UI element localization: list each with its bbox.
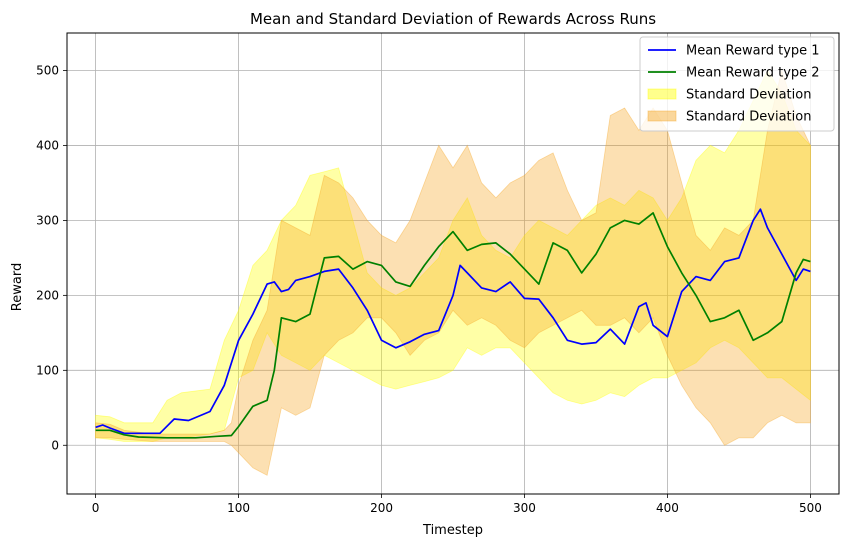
y-tick-label: 0 [51, 438, 59, 452]
x-tick-label: 300 [513, 501, 536, 515]
y-tick-label: 200 [36, 288, 59, 302]
plot-frame [66, 32, 840, 495]
std-band-1 [95, 69, 811, 442]
std-bands [95, 69, 811, 476]
legend-swatch-patch [647, 110, 677, 122]
legend-label: Mean Reward type 2 [686, 66, 820, 81]
y-tick-label: 500 [36, 63, 59, 77]
x-tick-label: 0 [92, 501, 100, 515]
x-axis-label: Timestep [422, 523, 483, 538]
x-tick-label: 500 [799, 501, 822, 515]
axis-ticks: 0 100 200 300 400 500 0 100 200 300 400 500 [36, 63, 822, 515]
legend-swatch-patch [647, 88, 677, 100]
x-tick-label: 100 [227, 501, 250, 515]
mean-lines [95, 208, 811, 439]
series-line-1 [95, 208, 811, 435]
legend-box [639, 36, 835, 132]
legend-label: Standard Deviation [686, 110, 811, 125]
std-band-2 [95, 69, 811, 476]
y-tick-label: 100 [36, 363, 59, 377]
legend: Mean Reward type 1 Mean Reward type 2 Stan… [639, 36, 835, 132]
chart-title: Mean and Standard Deviation of Rewards A… [250, 10, 656, 28]
x-tick-label: 200 [370, 501, 393, 515]
legend-label: Mean Reward type 1 [686, 44, 820, 59]
series-line-2 [95, 212, 811, 439]
y-tick-label: 400 [36, 138, 59, 152]
legend-label: Standard Deviation [686, 88, 811, 103]
y-axis-label: Reward [10, 263, 25, 311]
y-tick-label: 300 [36, 213, 59, 227]
x-tick-label: 400 [656, 501, 679, 515]
